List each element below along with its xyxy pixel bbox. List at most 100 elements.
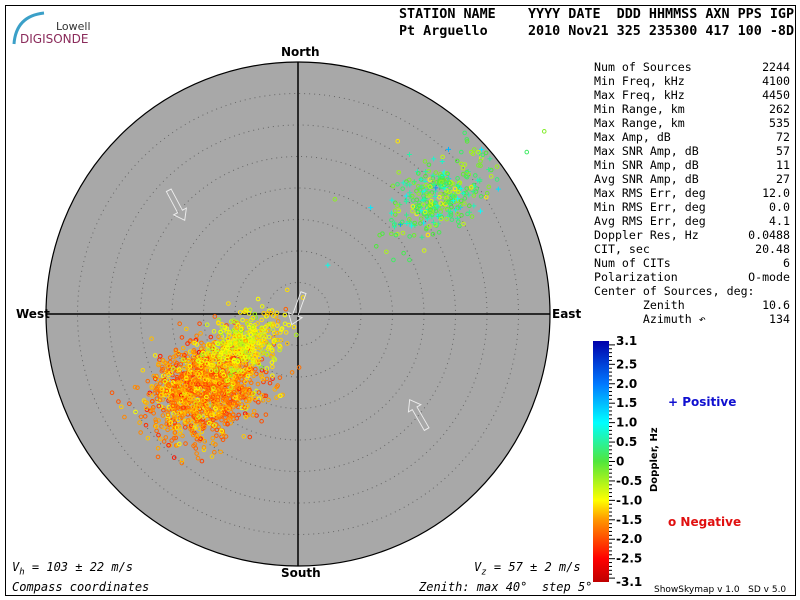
positive-point bbox=[411, 179, 417, 185]
negative-point bbox=[418, 216, 424, 221]
colorbar-tick-label: 3.1 bbox=[616, 334, 637, 348]
negative-point bbox=[280, 392, 285, 398]
negative-point bbox=[259, 351, 264, 356]
positive-point bbox=[412, 223, 418, 229]
negative-point bbox=[119, 404, 124, 410]
negative-point bbox=[254, 358, 260, 364]
positive-point bbox=[392, 224, 398, 230]
negative-point bbox=[237, 342, 243, 347]
negative-point bbox=[153, 424, 159, 429]
negative-point bbox=[188, 387, 194, 393]
negative-point bbox=[407, 257, 412, 263]
negative-point bbox=[430, 231, 436, 237]
negative-point bbox=[214, 347, 219, 352]
negative-point bbox=[480, 152, 486, 158]
negative-point bbox=[158, 404, 164, 409]
stat-row: Max RMS Err, deg 12.0 bbox=[594, 186, 790, 200]
negative-point bbox=[462, 130, 467, 136]
negative-point bbox=[251, 408, 257, 414]
stat-label: Center of Sources, deg: bbox=[594, 284, 755, 298]
negative-point bbox=[177, 431, 183, 436]
negative-point bbox=[266, 397, 271, 403]
negative-point bbox=[155, 454, 161, 460]
negative-point bbox=[455, 211, 460, 217]
negative-point bbox=[196, 416, 201, 422]
negative-point bbox=[476, 163, 481, 168]
positive-point bbox=[471, 183, 477, 189]
legend-positive: + Positive bbox=[668, 396, 736, 408]
negative-point bbox=[224, 326, 230, 331]
positive-point bbox=[404, 221, 410, 227]
negative-point bbox=[197, 374, 202, 380]
negative-point bbox=[237, 332, 243, 338]
negative-point bbox=[275, 337, 281, 343]
positive-point bbox=[420, 197, 426, 203]
negative-point bbox=[261, 379, 266, 385]
positive-point bbox=[431, 156, 437, 162]
vz-value: = 57 ± 2 m/s bbox=[493, 560, 581, 574]
negative-point bbox=[225, 378, 231, 383]
negative-point bbox=[396, 170, 402, 175]
negative-point bbox=[133, 409, 138, 415]
negative-point bbox=[230, 368, 236, 373]
negative-point bbox=[149, 336, 154, 341]
stat-value: 535 bbox=[769, 116, 790, 130]
negative-point bbox=[424, 200, 429, 205]
scatter-points bbox=[109, 129, 547, 466]
negative-point bbox=[214, 433, 219, 438]
negative-point bbox=[472, 147, 477, 152]
negative-point bbox=[278, 337, 284, 343]
negative-point bbox=[400, 230, 406, 236]
negative-point bbox=[246, 396, 252, 402]
negative-point bbox=[271, 356, 277, 361]
negative-point bbox=[274, 330, 280, 336]
negative-point bbox=[464, 137, 470, 142]
velocity-arrow-icon bbox=[287, 291, 307, 326]
negative-point bbox=[173, 349, 179, 354]
negative-point bbox=[215, 388, 220, 393]
plus-marker-icon: + bbox=[668, 395, 683, 409]
negative-point bbox=[210, 417, 216, 423]
negative-point bbox=[401, 250, 406, 256]
stat-row: Min Freq, kHz 4100 bbox=[594, 74, 790, 88]
negative-point bbox=[252, 327, 258, 333]
positive-point bbox=[434, 202, 440, 208]
negative-point bbox=[438, 201, 444, 206]
negative-point bbox=[180, 433, 185, 439]
negative-point bbox=[208, 362, 214, 368]
negative-point bbox=[195, 354, 200, 359]
negative-point bbox=[160, 397, 166, 402]
negative-point bbox=[168, 370, 174, 376]
positive-point bbox=[419, 189, 425, 195]
negative-point bbox=[212, 423, 217, 428]
negative-point bbox=[242, 388, 247, 394]
negative-point bbox=[163, 435, 169, 440]
negative-point bbox=[168, 395, 173, 400]
colorbar-label: Doppler, Hz bbox=[649, 427, 660, 492]
negative-point bbox=[173, 435, 179, 441]
negative-point bbox=[488, 174, 494, 179]
positive-point bbox=[433, 185, 439, 191]
negative-point bbox=[150, 407, 155, 412]
negative-point bbox=[205, 402, 210, 407]
negative-point bbox=[239, 405, 245, 411]
negative-point bbox=[174, 384, 180, 389]
negative-point bbox=[233, 348, 239, 354]
stat-label: Min Range, km bbox=[594, 102, 685, 116]
negative-point bbox=[235, 381, 241, 387]
negative-point bbox=[204, 409, 210, 414]
negative-point bbox=[261, 336, 267, 342]
negative-point bbox=[262, 338, 268, 344]
negative-point bbox=[170, 366, 176, 371]
stat-row: Max Range, km 535 bbox=[594, 116, 790, 130]
negative-point bbox=[416, 171, 421, 176]
negative-point bbox=[127, 401, 132, 407]
negative-point bbox=[461, 221, 466, 227]
negative-point bbox=[264, 366, 270, 371]
positive-point bbox=[403, 212, 409, 218]
negative-point bbox=[277, 375, 283, 380]
negative-point bbox=[249, 338, 254, 344]
colorbar-tick-label: -2.0 bbox=[616, 532, 642, 546]
negative-point bbox=[256, 355, 262, 361]
negative-point bbox=[230, 416, 236, 422]
